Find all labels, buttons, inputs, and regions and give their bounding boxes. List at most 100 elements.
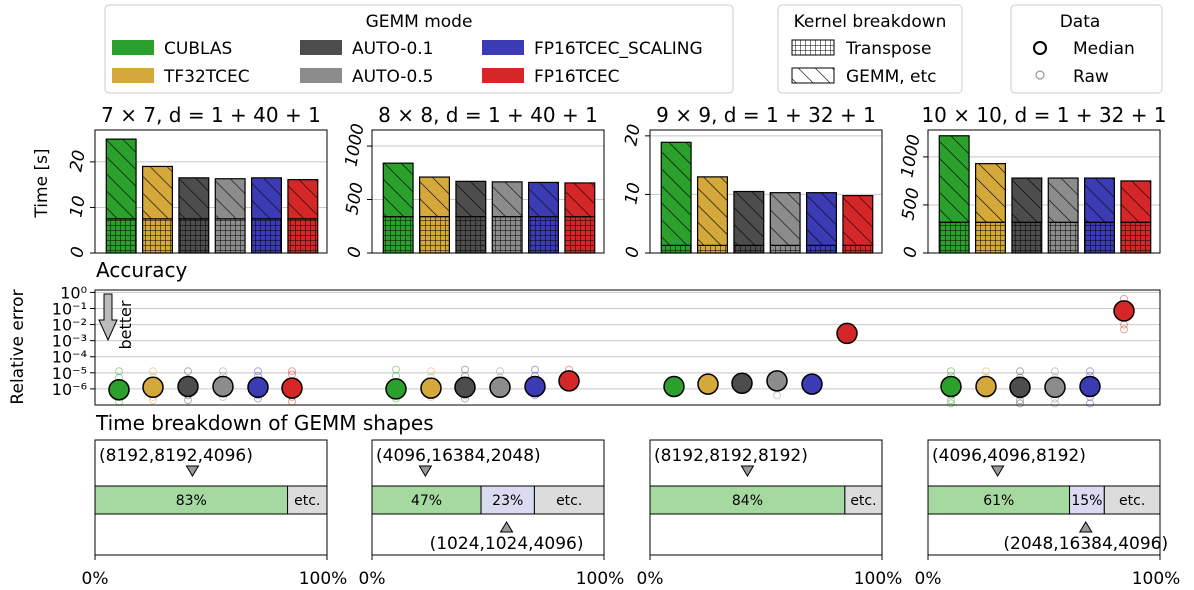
breakdown-xtick-label: 0% xyxy=(359,569,386,589)
triangle-down-icon xyxy=(740,465,755,477)
median-point-tf32tcec xyxy=(142,376,164,399)
time-frame xyxy=(649,129,883,254)
legend-label-median: Median xyxy=(1073,39,1135,59)
raw-point xyxy=(184,367,192,376)
bar-transpose-hatch xyxy=(251,218,282,254)
bar-transpose-hatch xyxy=(178,218,210,254)
breakdown-section-title: Time breakdown of GEMM shapes xyxy=(95,411,434,435)
bar-transpose-hatch xyxy=(419,216,450,254)
median-point-fp16tcec xyxy=(1113,300,1135,322)
time-panel-title: 7 × 7, d = 1 + 40 + 1 xyxy=(101,103,321,127)
time-ytick-label: 1000 xyxy=(341,122,368,168)
bar-gemm-hatch xyxy=(660,141,692,246)
bar-transpose-hatch xyxy=(528,216,559,254)
legend-gemm-mode: GEMM mode CUBLAS AUTO-0.1 FP16TCEC_SCALING… xyxy=(104,4,734,94)
time-panel-title: 9 × 9, d = 1 + 32 + 1 xyxy=(656,103,876,127)
raw-point xyxy=(288,367,296,376)
bar-gemm-hatch xyxy=(1120,180,1152,223)
accuracy-frame xyxy=(94,289,1161,406)
legend-swatch-auto-0.5 xyxy=(300,68,342,83)
legend-label-auto-0.1: AUTO-0.1 xyxy=(352,39,433,59)
breakdown-segment-label: etc. xyxy=(556,493,582,509)
median-point-tf32tcec xyxy=(975,375,997,398)
bar-transpose-hatch xyxy=(214,218,246,254)
time-ytick-label: 0 xyxy=(67,245,89,259)
bar-transpose-hatch xyxy=(842,244,874,254)
raw-point xyxy=(149,367,157,376)
median-point-auto-0.5 xyxy=(1044,376,1066,399)
breakdown-bottom-label: (1024,1024,4096) xyxy=(430,534,584,554)
breakdown-xtick-label: 100% xyxy=(299,569,348,589)
raw-point xyxy=(1086,399,1094,408)
breakdown-panel-3: 84% etc. (8192,8192,8192) 0% 100% xyxy=(637,439,903,589)
bar-gemm-hatch xyxy=(382,162,414,218)
breakdown-segment-label: etc. xyxy=(1119,493,1145,509)
raw-point xyxy=(982,367,990,376)
time-ytick-label: 0 xyxy=(344,245,366,259)
breakdown-bottom-label: (2048,16384,4096) xyxy=(1003,534,1168,554)
breakdown-xtick-label: 100% xyxy=(576,569,625,589)
legend-swatch-auto-0.1 xyxy=(300,40,342,55)
raw-point xyxy=(1051,367,1059,376)
breakdown-segment-label: etc. xyxy=(850,493,876,509)
bar-transpose-hatch xyxy=(769,244,801,254)
accuracy-ytick-label: 10⁻³ xyxy=(52,332,87,351)
breakdown-segment xyxy=(927,485,1071,515)
time-ylabel: Time [s] xyxy=(32,148,52,218)
legend-label-cublas: CUBLAS xyxy=(164,39,232,59)
accuracy-ytick-label: 10⁻⁶ xyxy=(52,380,87,399)
median-point-cublas xyxy=(385,378,407,400)
median-point-cublas xyxy=(663,375,685,398)
median-point-tf32tcec xyxy=(420,377,442,399)
raw-point xyxy=(947,367,955,376)
raw-point xyxy=(1016,367,1024,376)
raw-point xyxy=(531,365,539,374)
bar-gemm-hatch xyxy=(1011,177,1043,223)
raw-point xyxy=(773,391,781,400)
accuracy-ytick-label: 10⁻⁵ xyxy=(52,364,87,383)
time-frame xyxy=(927,129,1161,254)
breakdown-xtick-label: 100% xyxy=(854,569,903,589)
legend-swatch-fp16tcec xyxy=(482,68,524,83)
time-panel-4: 0 500 1000 10 × 10, d = 1 + 32 + 1 xyxy=(897,103,1166,259)
median-point-fp16tcec xyxy=(558,370,580,392)
time-frame xyxy=(371,129,605,254)
breakdown-segment xyxy=(1103,485,1161,515)
breakdown-panel-1: 83% etc. (8192,8192,4096) 0% 100% xyxy=(82,439,348,589)
breakdown-top-label: (4096,16384,2048) xyxy=(376,446,541,466)
breakdown-top-label: (4096,4096,8192) xyxy=(932,446,1086,466)
accuracy-ytick-label: 10⁻⁴ xyxy=(52,348,87,367)
bar-transpose-hatch xyxy=(564,216,596,254)
time-panel-2: 0 500 1000 8 × 8, d = 1 + 40 + 1 xyxy=(341,103,605,259)
bar-gemm-hatch xyxy=(1084,177,1115,223)
breakdown-segment xyxy=(287,485,328,515)
bar-transpose-hatch xyxy=(1084,221,1115,254)
time-panel-title: 10 × 10, d = 1 + 32 + 1 xyxy=(921,103,1166,127)
triangle-up-icon xyxy=(1078,521,1093,533)
raw-point xyxy=(1120,325,1128,334)
time-ytick-label: 0 xyxy=(900,245,922,259)
legend-swatch-transpose xyxy=(791,39,835,56)
median-point-auto-0.1 xyxy=(1009,376,1031,399)
legend-gemm-mode-title: GEMM mode xyxy=(366,12,473,32)
better-arrow-icon xyxy=(98,293,118,342)
breakdown-segment-label: 83% xyxy=(176,493,207,509)
bar-transpose-hatch xyxy=(382,216,414,254)
bar-gemm-hatch xyxy=(419,176,450,218)
breakdown-segment-label: 61% xyxy=(983,493,1014,509)
legend-swatch-tf32tcec xyxy=(112,68,154,83)
triangle-up-icon xyxy=(499,521,514,533)
legend-kernel-title: Kernel breakdown xyxy=(794,12,947,32)
legend-marker-raw xyxy=(1035,70,1045,80)
breakdown-xtick-label: 0% xyxy=(915,569,942,589)
time-ytick-label: 10 xyxy=(621,181,644,206)
breakdown-segment xyxy=(649,485,846,515)
legend-label-raw: Raw xyxy=(1073,67,1109,87)
raw-point xyxy=(1051,399,1059,408)
bar-gemm-hatch xyxy=(142,165,173,220)
raw-point xyxy=(115,367,123,376)
raw-point xyxy=(392,365,400,374)
bar-gemm-hatch xyxy=(733,190,765,246)
